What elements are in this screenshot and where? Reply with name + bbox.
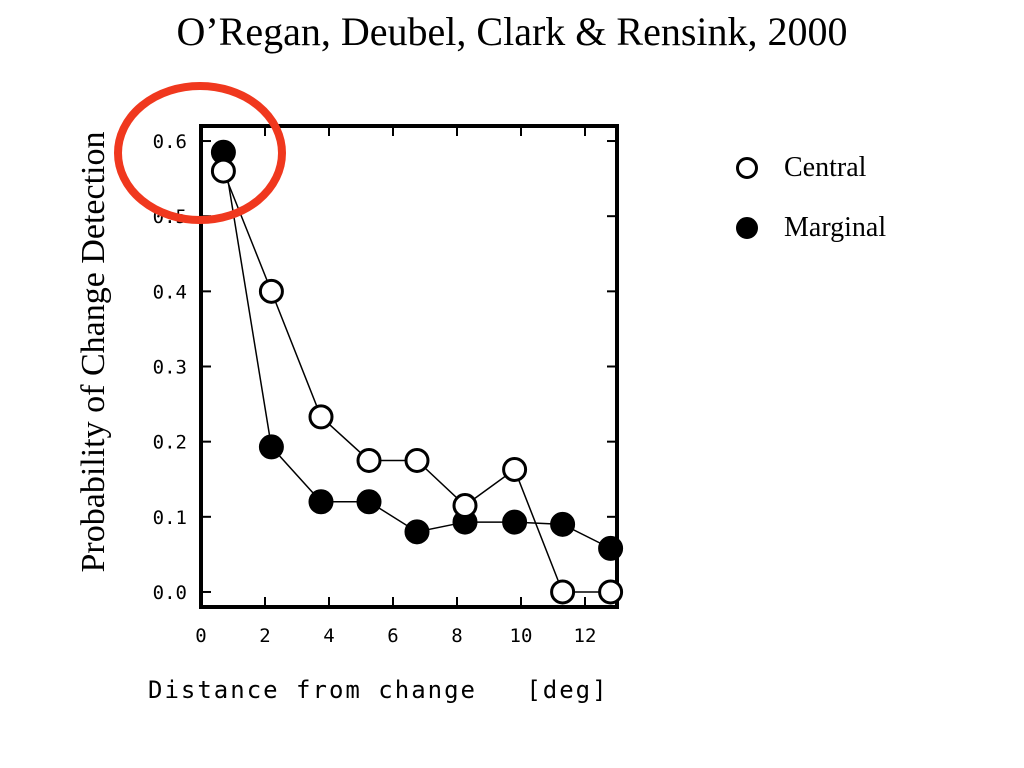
data-point-central	[258, 278, 284, 304]
y-tick-label: 0.2	[153, 432, 187, 454]
slide-title: O’Regan, Deubel, Clark & Rensink, 2000	[176, 9, 848, 54]
open-circle-icon	[736, 157, 758, 179]
data-point-central	[210, 158, 236, 184]
legend-item-marginal: Marginal	[736, 198, 886, 258]
series-group	[210, 139, 624, 605]
data-point-marginal	[258, 434, 284, 460]
data-point-marginal	[356, 489, 382, 515]
legend: Central Marginal	[736, 138, 886, 258]
highlight-circle	[114, 82, 286, 224]
data-point-marginal	[502, 509, 528, 535]
axes: 0.00.10.20.30.40.50.60 2 4 6 8 10 12	[153, 124, 619, 647]
y-tick-label: 0.4	[153, 281, 187, 303]
x-tick-label: 8	[451, 625, 462, 647]
data-point-marginal	[598, 535, 624, 561]
x-tick-label: 10	[510, 625, 533, 647]
x-tick-label: 2	[259, 625, 270, 647]
data-point-central	[404, 447, 430, 473]
x-tick-label: 4	[323, 625, 334, 647]
data-point-marginal	[404, 519, 430, 545]
y-tick-label: 0.3	[153, 357, 187, 379]
series-line-marginal	[222, 152, 611, 550]
legend-label-marginal: Marginal	[784, 212, 887, 243]
data-point-central	[550, 579, 576, 605]
x-tick-label: 0	[195, 625, 206, 647]
data-point-central	[598, 579, 624, 605]
data-point-central	[502, 456, 528, 482]
data-point-central	[356, 447, 382, 473]
legend-item-central: Central	[736, 138, 886, 198]
y-tick-label: 0.1	[153, 507, 187, 529]
data-point-marginal	[550, 511, 576, 537]
y-tick-label: 0.6	[153, 131, 187, 153]
x-tick-label: 6	[387, 625, 398, 647]
data-point-central	[308, 404, 334, 430]
data-point-marginal	[308, 489, 334, 515]
x-tick-label: 12	[574, 625, 597, 647]
data-point-central	[452, 493, 478, 519]
y-tick-label: 0.0	[153, 582, 187, 604]
legend-label-central: Central	[784, 152, 867, 183]
filled-circle-icon	[736, 217, 758, 239]
x-axis-label: Distance from change [deg]	[148, 676, 609, 704]
